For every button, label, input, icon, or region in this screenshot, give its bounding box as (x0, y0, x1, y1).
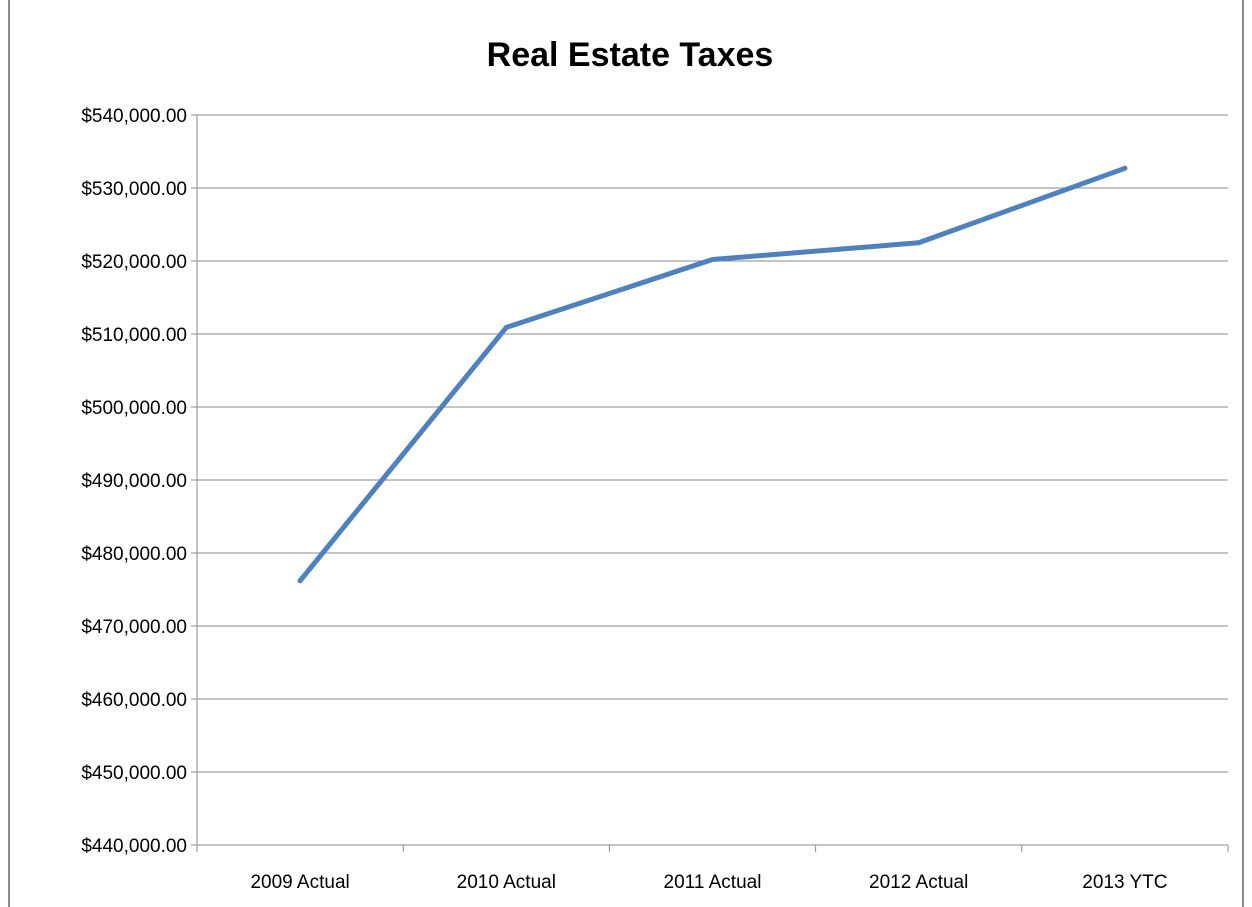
series-layer (297, 165, 1128, 584)
y-tick-label: $530,000.00 (81, 179, 187, 200)
chart-title: Real Estate Taxes (487, 36, 774, 74)
y-tick-label: $490,000.00 (81, 471, 187, 492)
data-point (503, 324, 509, 330)
y-tick-label: $470,000.00 (81, 617, 187, 638)
x-tick-label: 2009 Actual (250, 872, 349, 893)
y-tick-label: $520,000.00 (81, 252, 187, 273)
y-tick-label: $450,000.00 (81, 763, 187, 784)
y-tick-label: $460,000.00 (81, 690, 187, 711)
y-tick-label: $540,000.00 (81, 106, 187, 127)
y-tick-label: $510,000.00 (81, 325, 187, 346)
x-tick-label: 2010 Actual (457, 872, 556, 893)
x-axis-tick-labels: 2009 Actual 2010 Actual 2011 Actual 2012 Ac… (250, 872, 1167, 893)
x-tick-label: 2013 YTC (1082, 872, 1167, 893)
y-tick-label: $500,000.00 (81, 398, 187, 419)
x-tick-label: 2012 Actual (869, 872, 968, 893)
x-tick-label: 2011 Actual (664, 872, 762, 893)
series-line (297, 165, 1128, 584)
y-tick-label: $480,000.00 (81, 544, 187, 565)
data-point (1122, 165, 1128, 171)
y-tick-label: $440,000.00 (81, 836, 187, 857)
y-axis-tick-labels: $440,000.00 $450,000.00 $460,000.00 $470,00… (81, 106, 187, 857)
gridlines (197, 114, 1228, 773)
axes (191, 114, 1229, 852)
data-point (916, 240, 922, 246)
data-point (297, 578, 303, 584)
data-point (710, 257, 715, 263)
chart-frame (8, 0, 1244, 907)
